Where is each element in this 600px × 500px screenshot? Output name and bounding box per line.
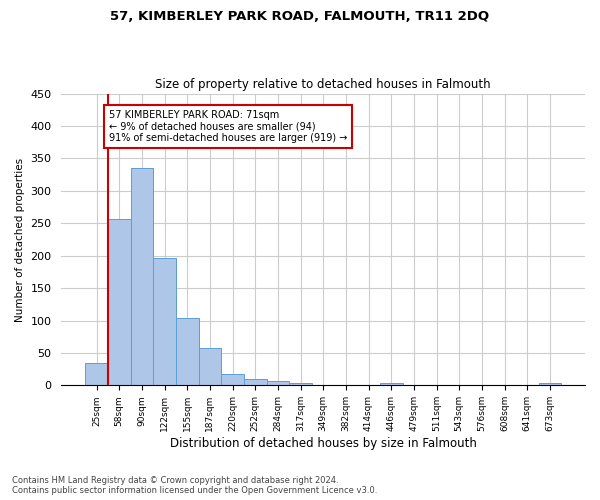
Text: Contains HM Land Registry data © Crown copyright and database right 2024.
Contai: Contains HM Land Registry data © Crown c…	[12, 476, 377, 495]
Bar	[85, 362, 108, 386]
Bar	[244, 379, 266, 386]
Title: Size of property relative to detached houses in Falmouth: Size of property relative to detached ho…	[155, 78, 491, 91]
Bar	[289, 383, 312, 386]
Bar	[539, 383, 561, 386]
Bar	[131, 168, 153, 386]
Bar	[176, 318, 199, 386]
Bar	[221, 374, 244, 386]
Text: 57 KIMBERLEY PARK ROAD: 71sqm
← 9% of detached houses are smaller (94)
91% of se: 57 KIMBERLEY PARK ROAD: 71sqm ← 9% of de…	[109, 110, 347, 143]
X-axis label: Distribution of detached houses by size in Falmouth: Distribution of detached houses by size …	[170, 437, 476, 450]
Bar	[199, 348, 221, 386]
Y-axis label: Number of detached properties: Number of detached properties	[15, 158, 25, 322]
Bar	[108, 218, 131, 386]
Bar	[153, 258, 176, 386]
Text: 57, KIMBERLEY PARK ROAD, FALMOUTH, TR11 2DQ: 57, KIMBERLEY PARK ROAD, FALMOUTH, TR11 …	[110, 10, 490, 23]
Bar	[380, 383, 403, 386]
Bar	[266, 381, 289, 386]
